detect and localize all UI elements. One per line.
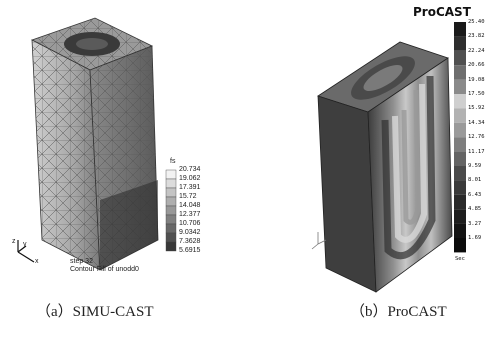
procast-legend-value: 11.17 <box>468 148 485 155</box>
simucast-legend-value: 14.048 <box>179 202 201 209</box>
procast-legend-value: 1.69 <box>468 235 482 241</box>
procast-legend-value: 4.85 <box>468 206 482 213</box>
caption-a: （a）SIMU-CAST <box>36 304 154 320</box>
procast-legend-value: 9.59 <box>468 163 482 169</box>
step-label: step 32 <box>70 258 93 265</box>
caption-b: （b）ProCAST <box>350 304 447 320</box>
axis-label-z: z <box>12 238 16 245</box>
procast-block <box>317 41 453 293</box>
simucast-legend-value: 15.72 <box>179 193 197 200</box>
axis-label-x: x <box>35 258 39 265</box>
simucast-legend-value: 9.0342 <box>179 229 201 236</box>
procast-legend-value: 3.27 <box>468 220 482 227</box>
simucast-legend-value: 20.734 <box>179 166 201 173</box>
contour-label: Contour Fill of unodd0 <box>70 266 139 273</box>
procast-legend-value: 6.43 <box>468 191 482 198</box>
simucast-legend-value: 10.706 <box>179 220 201 227</box>
simucast-legend-value: 19.062 <box>179 175 201 182</box>
procast-legend-value: 14.34 <box>468 119 485 126</box>
simucast-legend-title: fs <box>170 158 176 165</box>
procast-legend-value: 8.01 <box>468 177 482 184</box>
simucast-legend-value: 5.6915 <box>179 247 201 254</box>
procast-brand: ProCAST <box>413 5 471 19</box>
procast-legend-value: 12.76 <box>468 134 485 141</box>
procast-legend-value: 20.66 <box>468 62 485 69</box>
procast-legend-value: 22.24 <box>468 47 485 54</box>
simucast-legend-bar <box>165 169 177 252</box>
axis-label-y: y <box>23 241 27 248</box>
procast-legend-bar <box>454 22 466 253</box>
procast-legend-value: 19.08 <box>468 76 485 83</box>
procast-legend-value: 17.50 <box>468 91 485 97</box>
procast-legend-value: 25.40 <box>468 19 485 25</box>
procast-legend-value: 15.92 <box>468 105 485 112</box>
axis-triad-left <box>17 240 35 263</box>
simucast-legend-value: 7.3628 <box>179 238 201 245</box>
simucast-legend-value: 17.391 <box>179 184 201 191</box>
simucast-block <box>30 17 159 271</box>
simucast-legend-value: 12.377 <box>179 211 201 218</box>
axis-triad-right <box>311 232 327 250</box>
procast-legend-value: 23.82 <box>468 33 485 40</box>
procast-unit: Sec <box>455 256 465 262</box>
